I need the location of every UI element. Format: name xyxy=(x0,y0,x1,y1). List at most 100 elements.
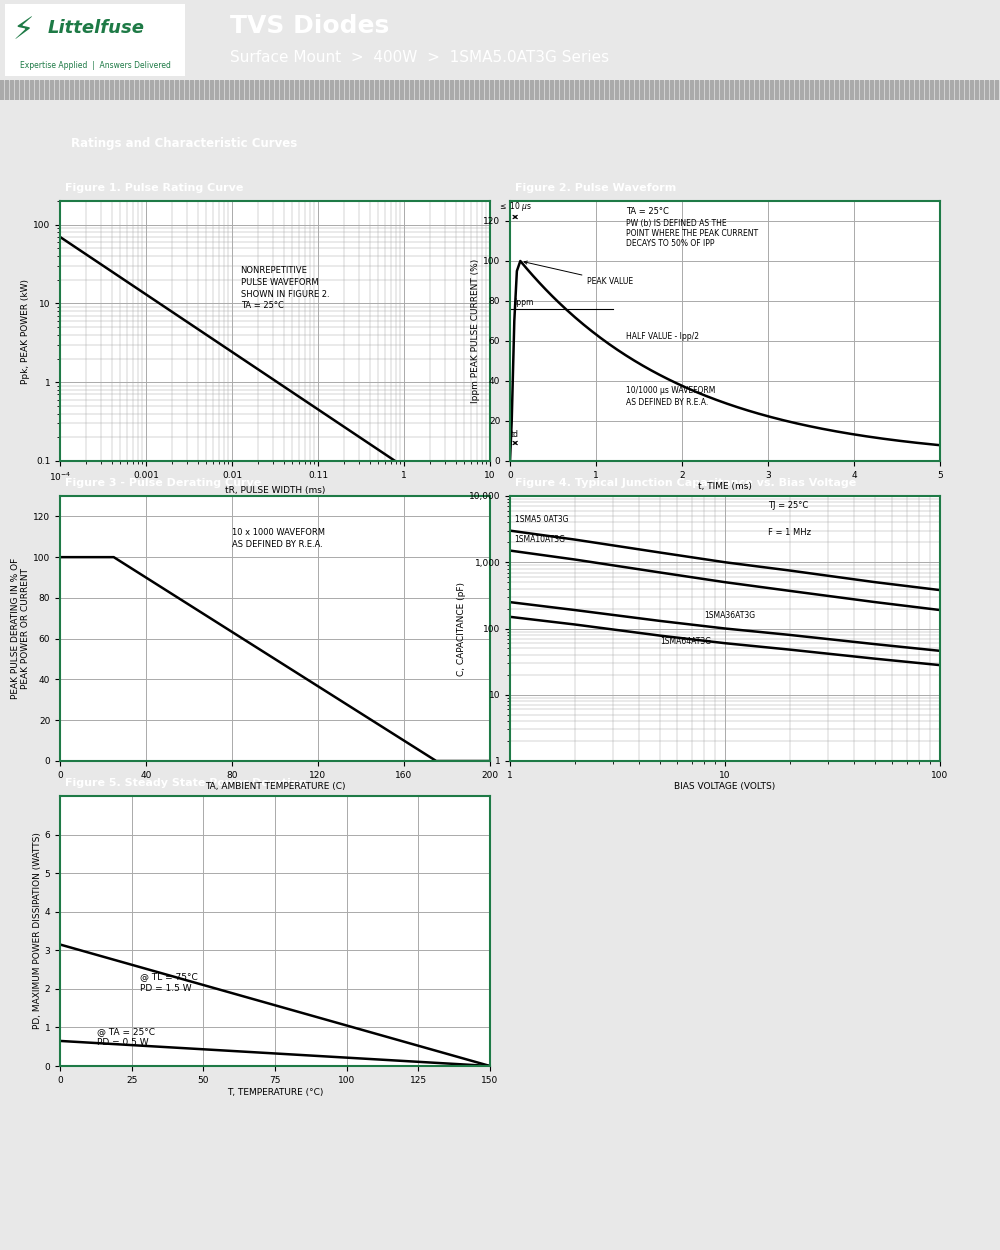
Bar xyxy=(660,80,663,100)
Bar xyxy=(695,80,698,100)
Text: @ TA = 25°C: @ TA = 25°C xyxy=(97,1028,155,1036)
Bar xyxy=(640,80,643,100)
Bar xyxy=(15,80,18,100)
Bar xyxy=(875,80,878,100)
Bar xyxy=(540,80,543,100)
Text: AS DEFINED BY R.E.A.: AS DEFINED BY R.E.A. xyxy=(626,398,708,408)
Text: Littelfuse: Littelfuse xyxy=(48,19,145,38)
Bar xyxy=(85,80,88,100)
Bar xyxy=(980,80,983,100)
Bar xyxy=(610,80,613,100)
Bar xyxy=(450,80,453,100)
Text: Ippm: Ippm xyxy=(514,298,534,308)
Bar xyxy=(45,80,48,100)
Y-axis label: PEAK PULSE DERATING IN % OF
PEAK POWER OR CURRENT: PEAK PULSE DERATING IN % OF PEAK POWER O… xyxy=(11,558,30,699)
Text: Expertise Applied  |  Answers Delivered: Expertise Applied | Answers Delivered xyxy=(20,61,171,70)
Bar xyxy=(650,80,653,100)
Bar xyxy=(930,80,933,100)
Bar xyxy=(100,80,103,100)
Text: Ratings and Characteristic Curves: Ratings and Characteristic Curves xyxy=(71,138,297,150)
Bar xyxy=(180,80,183,100)
Bar xyxy=(50,80,53,100)
Bar xyxy=(95,80,98,100)
Bar xyxy=(210,80,213,100)
Bar xyxy=(720,80,723,100)
Bar xyxy=(750,80,753,100)
Bar xyxy=(895,80,898,100)
Y-axis label: C, CAPACITANCE (pF): C, CAPACITANCE (pF) xyxy=(457,581,466,675)
Bar xyxy=(280,80,283,100)
Bar xyxy=(995,80,998,100)
Bar xyxy=(890,80,893,100)
Text: POINT WHERE THE PEAK CURRENT: POINT WHERE THE PEAK CURRENT xyxy=(626,229,758,238)
Bar xyxy=(885,80,888,100)
Bar xyxy=(215,80,218,100)
Bar xyxy=(250,80,253,100)
Text: Figure 4. Typical Junction Capacitance vs. Bias Voltage: Figure 4. Typical Junction Capacitance v… xyxy=(515,478,856,488)
Text: Figure 3 - Pulse Derating Curve: Figure 3 - Pulse Derating Curve xyxy=(65,478,261,488)
Bar xyxy=(300,80,303,100)
Bar xyxy=(920,80,923,100)
Bar xyxy=(220,80,223,100)
Text: 1SMA5 0AT3G: 1SMA5 0AT3G xyxy=(515,515,568,524)
Bar xyxy=(955,80,958,100)
Bar xyxy=(870,80,873,100)
Bar xyxy=(495,80,498,100)
Text: @ TL = 75°C: @ TL = 75°C xyxy=(140,972,198,981)
Bar xyxy=(190,80,193,100)
Bar xyxy=(115,80,118,100)
Bar xyxy=(665,80,668,100)
Bar xyxy=(530,80,533,100)
Bar xyxy=(175,80,178,100)
Bar xyxy=(365,80,368,100)
Bar xyxy=(505,80,508,100)
Bar xyxy=(390,80,393,100)
Bar xyxy=(680,80,683,100)
Bar xyxy=(240,80,243,100)
Bar xyxy=(810,80,813,100)
Bar xyxy=(580,80,583,100)
Bar xyxy=(800,80,803,100)
Bar xyxy=(865,80,868,100)
Bar xyxy=(520,80,523,100)
Text: TJ = 25°C: TJ = 25°C xyxy=(768,501,808,510)
Bar xyxy=(690,80,693,100)
Bar xyxy=(470,80,473,100)
Bar xyxy=(145,80,148,100)
Bar xyxy=(80,80,83,100)
Bar xyxy=(990,80,993,100)
Bar xyxy=(625,80,628,100)
Bar xyxy=(315,80,318,100)
Bar xyxy=(60,80,63,100)
Text: DECAYS TO 50% OF IPP: DECAYS TO 50% OF IPP xyxy=(626,239,715,248)
Bar xyxy=(620,80,623,100)
Bar xyxy=(70,80,73,100)
Bar xyxy=(30,80,33,100)
Bar xyxy=(105,80,108,100)
Bar xyxy=(420,80,423,100)
Bar xyxy=(840,80,843,100)
Bar xyxy=(555,80,558,100)
Text: Figure 5. Steady State Power Derating: Figure 5. Steady State Power Derating xyxy=(65,778,307,788)
Bar xyxy=(785,80,788,100)
Text: Figure 1. Pulse Rating Curve: Figure 1. Pulse Rating Curve xyxy=(65,182,244,192)
Bar xyxy=(260,80,263,100)
Bar xyxy=(385,80,388,100)
Bar xyxy=(700,80,703,100)
Bar xyxy=(480,80,483,100)
Bar xyxy=(125,80,128,100)
Bar xyxy=(820,80,823,100)
Bar xyxy=(715,80,718,100)
Bar xyxy=(740,80,743,100)
Bar xyxy=(25,80,28,100)
Bar xyxy=(960,80,963,100)
Bar xyxy=(940,80,943,100)
Bar xyxy=(710,80,713,100)
Bar xyxy=(775,80,778,100)
Bar xyxy=(10,80,13,100)
Bar xyxy=(135,80,138,100)
Bar xyxy=(305,80,308,100)
Bar xyxy=(945,80,948,100)
Bar xyxy=(475,80,478,100)
Bar xyxy=(430,80,433,100)
